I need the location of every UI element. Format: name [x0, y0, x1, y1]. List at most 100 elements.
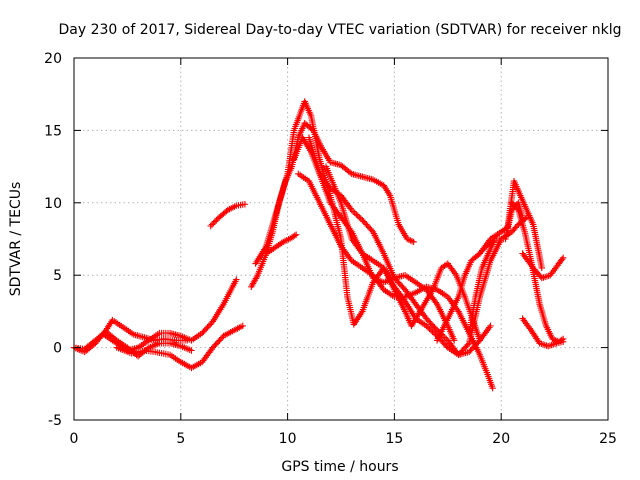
data-point-markers	[478, 252, 491, 272]
data-point-markers	[348, 257, 364, 270]
y-tick-label: 20	[44, 51, 62, 67]
data-point-markers	[433, 317, 451, 344]
plot-border	[73, 57, 609, 421]
series-track-8	[263, 231, 300, 257]
data-point-markers	[359, 250, 375, 263]
data-point-markers	[305, 177, 322, 205]
data-point-markers	[534, 243, 545, 270]
data-point-markers	[527, 327, 542, 345]
series-track-3	[100, 276, 240, 354]
data-point-markers	[416, 288, 435, 315]
data-point-markers	[220, 278, 239, 308]
data-point-markers	[404, 235, 416, 245]
data-point-marker	[559, 338, 567, 346]
data-point-markers	[461, 259, 474, 279]
data-point-markers	[491, 235, 503, 243]
data-point-markers	[273, 239, 285, 250]
y-tick-label: 10	[44, 196, 62, 212]
data-point-markers	[280, 235, 294, 246]
data-point-markers	[487, 229, 503, 243]
data-point-markers	[145, 331, 161, 344]
data-point-markers	[386, 192, 402, 226]
data-point-marker	[451, 337, 458, 344]
x-tick-label: 0	[70, 431, 79, 447]
data-point-marker	[188, 347, 195, 354]
data-point-markers	[350, 309, 365, 328]
data-point-markers	[369, 257, 386, 270]
data-point-markers	[113, 344, 133, 356]
x-tick-labels: 0 5 10 15 20 25	[70, 431, 617, 447]
data-point-markers	[483, 239, 495, 250]
data-point-marker	[487, 322, 494, 330]
data-point-markers	[423, 322, 439, 338]
data-point-markers	[517, 192, 530, 212]
data-point-markers	[359, 217, 375, 234]
data-point-markers	[301, 98, 314, 118]
data-point-markers	[408, 310, 423, 330]
data-point-markers	[305, 134, 323, 175]
data-point-markers	[476, 351, 491, 378]
y-tick-label: 0	[53, 341, 62, 357]
data-point-markers	[502, 208, 515, 243]
data-point-markers	[508, 222, 521, 235]
data-point-markers	[380, 264, 397, 292]
data-point-markers	[327, 199, 343, 219]
data-point-markers	[369, 176, 386, 188]
data-point-markers	[455, 274, 468, 301]
series-track-18	[476, 238, 496, 257]
y-tick-labels: -5 0 5 10 15 20	[44, 51, 62, 429]
data-point-markers	[199, 346, 215, 366]
data-point-markers	[224, 203, 238, 214]
data-point-markers	[299, 134, 314, 154]
data-point-markers	[177, 358, 193, 371]
data-point-marker	[292, 231, 300, 238]
series-track-17	[519, 250, 567, 282]
data-point-markers	[369, 228, 386, 255]
data-point-markers	[284, 129, 297, 177]
data-point-markers	[322, 163, 344, 204]
data-point-markers	[177, 343, 193, 353]
data-point-markers	[177, 332, 193, 343]
data-point-markers	[337, 162, 354, 176]
data-point-markers	[521, 228, 534, 262]
data-point-markers	[369, 274, 386, 285]
data-point-markers	[530, 221, 541, 248]
data-point-markers	[248, 273, 260, 290]
series-track-5	[207, 201, 249, 230]
data-point-markers	[555, 256, 566, 267]
y-tick-label: -5	[48, 413, 62, 429]
data-point-markers	[327, 221, 344, 248]
data-series	[70, 98, 567, 392]
data-point-markers	[455, 308, 472, 335]
series-track-12	[322, 163, 484, 344]
data-point-markers	[209, 302, 226, 325]
data-point-markers	[468, 251, 482, 264]
data-point-markers	[102, 328, 119, 343]
x-tick-label: 25	[599, 431, 617, 447]
data-point-markers	[380, 250, 397, 280]
data-point-marker	[489, 384, 496, 392]
data-point-markers	[81, 338, 97, 353]
data-point-markers	[359, 281, 376, 315]
data-point-marker	[239, 322, 246, 330]
data-point-markers	[263, 244, 279, 257]
data-point-markers	[209, 334, 226, 351]
data-point-markers	[295, 121, 308, 141]
data-point-markers	[207, 215, 221, 230]
data-point-markers	[220, 328, 236, 340]
data-point-markers	[316, 199, 333, 226]
data-point-markers	[523, 206, 536, 226]
series-track-4	[113, 322, 246, 372]
series-track-13	[433, 177, 545, 344]
data-point-markers	[391, 286, 408, 313]
x-tick-label: 5	[176, 431, 185, 447]
data-point-markers	[536, 340, 550, 349]
data-point-marker	[233, 276, 240, 283]
series-track-16	[519, 315, 567, 350]
data-point-markers	[318, 144, 333, 164]
data-point-markers	[412, 279, 428, 292]
data-point-markers	[423, 315, 439, 332]
data-point-markers	[547, 262, 561, 279]
data-point-markers	[487, 237, 504, 264]
